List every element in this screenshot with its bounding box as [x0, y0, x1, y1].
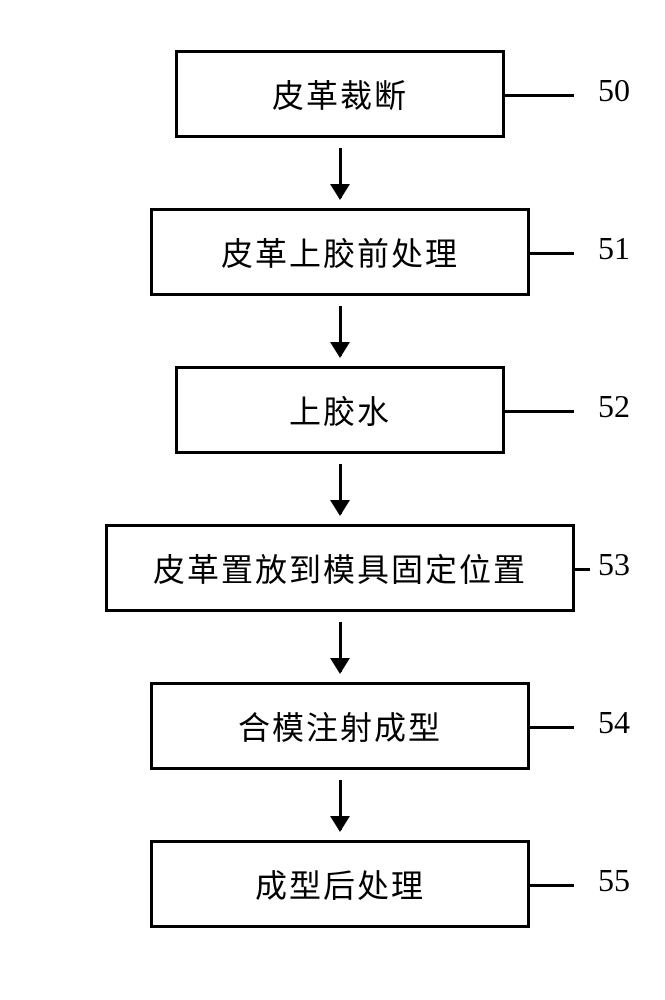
- arrow-1: [339, 306, 342, 356]
- step-box-0: 皮革裁断: [175, 50, 505, 138]
- connector-3: [575, 568, 590, 571]
- connector-5: [530, 884, 574, 887]
- step-box-4: 合模注射成型: [150, 682, 530, 770]
- step-box-5: 成型后处理: [150, 840, 530, 928]
- step-box-3: 皮革置放到模具固定位置: [105, 524, 575, 612]
- arrow-container-4: [80, 770, 600, 840]
- arrow-4: [339, 780, 342, 830]
- flowchart-container: 皮革裁断 50 皮革上胶前处理 51 上胶水 52 皮革置放到模具固定位置 53: [80, 50, 600, 928]
- arrow-container-0: [80, 138, 600, 208]
- step-text-4: 合模注射成型: [238, 710, 442, 746]
- arrow-2: [339, 464, 342, 514]
- step-text-2: 上胶水: [289, 394, 391, 430]
- step-wrapper-2: 上胶水 52: [80, 366, 600, 454]
- step-number-3: 53: [598, 546, 630, 583]
- step-number-1: 51: [598, 230, 630, 267]
- connector-2: [504, 410, 574, 413]
- arrow-container-2: [80, 454, 600, 524]
- step-wrapper-4: 合模注射成型 54: [80, 682, 600, 770]
- step-number-5: 55: [598, 862, 630, 899]
- step-text-3: 皮革置放到模具固定位置: [153, 552, 527, 588]
- step-number-4: 54: [598, 704, 630, 741]
- arrow-container-3: [80, 612, 600, 682]
- step-text-0: 皮革裁断: [272, 78, 408, 114]
- step-text-5: 成型后处理: [255, 868, 425, 904]
- step-wrapper-0: 皮革裁断 50: [80, 50, 600, 138]
- step-number-0: 50: [598, 72, 630, 109]
- step-wrapper-1: 皮革上胶前处理 51: [80, 208, 600, 296]
- connector-1: [530, 252, 574, 255]
- connector-4: [530, 726, 574, 729]
- connector-0: [504, 94, 574, 97]
- arrow-0: [339, 148, 342, 198]
- step-box-1: 皮革上胶前处理: [150, 208, 530, 296]
- step-text-1: 皮革上胶前处理: [221, 236, 459, 272]
- arrow-3: [339, 622, 342, 672]
- step-wrapper-5: 成型后处理 55: [80, 840, 600, 928]
- arrow-container-1: [80, 296, 600, 366]
- step-box-2: 上胶水: [175, 366, 505, 454]
- step-number-2: 52: [598, 388, 630, 425]
- step-wrapper-3: 皮革置放到模具固定位置 53: [80, 524, 600, 612]
